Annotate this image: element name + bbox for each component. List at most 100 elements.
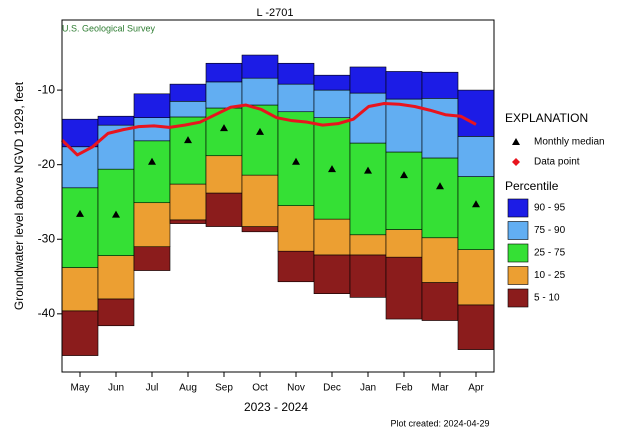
percentile-band (349, 142, 387, 236)
percentile-band (313, 89, 351, 118)
percentile-band (61, 310, 99, 356)
median-marker (148, 157, 156, 165)
median-marker (328, 165, 336, 173)
chart-title: L -2701 (257, 7, 294, 19)
median-marker (76, 209, 84, 217)
percentile-band (169, 219, 207, 224)
x-tick-label: Sep (215, 383, 233, 394)
percentile-band (133, 93, 171, 118)
legend-swatch (507, 288, 529, 308)
percentile-band (385, 71, 423, 100)
x-tick-label: Oct (252, 383, 268, 394)
legend-label: 10 - 25 (534, 270, 566, 281)
x-tick-label: Jul (146, 383, 159, 394)
percentile-band (313, 74, 351, 91)
x-tick-label: Feb (395, 383, 413, 394)
percentile-band (421, 282, 459, 321)
percentile-band (241, 54, 279, 79)
percentile-band (385, 151, 423, 230)
percentile-band (349, 66, 387, 94)
median-marker (436, 182, 444, 190)
data-line (60, 102, 477, 157)
percentile-band (205, 155, 243, 194)
percentile-band (169, 83, 207, 102)
plot-frame (61, 19, 495, 373)
legend-swatch (507, 266, 529, 285)
percentile-band (241, 77, 279, 106)
percentile-band (313, 254, 351, 294)
percentile-band (421, 71, 459, 99)
percentile-band (457, 249, 495, 306)
median-marker (256, 127, 264, 135)
percentile-band (277, 250, 315, 283)
percentile-band (277, 205, 315, 252)
x-tick-label: Jun (108, 383, 124, 394)
legend-title: EXPLANATION (505, 111, 588, 125)
percentile-band (205, 62, 243, 83)
legend-median-marker (512, 138, 520, 145)
x-tick-label: Apr (468, 383, 484, 394)
median-marker (364, 166, 372, 174)
source: U.S. Geological Survey (62, 23, 156, 33)
x-tick-label: Nov (287, 383, 305, 394)
percentile-band (349, 254, 387, 298)
x-tick-label: May (71, 383, 90, 394)
x-tick-label: Aug (179, 383, 197, 394)
legend-point-marker (512, 158, 520, 166)
percentile-band (457, 136, 495, 177)
y-tick-label: -30 (38, 231, 56, 245)
percentile-band (277, 62, 315, 85)
median-marker (472, 200, 480, 208)
footnote: Plot created: 2024-04-29 (390, 418, 489, 428)
median-marker (220, 124, 228, 132)
y-tick-label: -10 (38, 82, 56, 96)
percentile-band (241, 226, 279, 233)
percentile-band (205, 81, 243, 109)
percentile-band (97, 255, 135, 300)
legend-swatch (507, 243, 529, 263)
percentile-band (385, 229, 423, 258)
percentile-band (349, 234, 387, 256)
percentile-band (277, 83, 315, 113)
percentile-band (313, 218, 351, 256)
percentile-band (133, 117, 171, 142)
x-tick-label: Mar (431, 383, 449, 394)
x-tick-label: Jan (360, 383, 376, 394)
percentile-band (421, 157, 459, 239)
percentile-band (457, 176, 495, 250)
percentile-title: Percentile (505, 179, 559, 193)
percentile-band (61, 118, 99, 148)
percentile-band (385, 256, 423, 320)
y-axis-label: Groundwater level above NGVD 1929, feet (12, 81, 26, 310)
legend-label: 5 - 10 (534, 293, 560, 304)
median-marker (112, 210, 120, 218)
median-marker (184, 136, 192, 144)
legend-label: 90 - 95 (534, 203, 566, 214)
percentile-band (421, 98, 459, 159)
legend-label: Monthly median (534, 137, 605, 148)
percentile-band (205, 192, 243, 227)
y-tick-label: -20 (38, 157, 56, 171)
legend-swatch (507, 221, 529, 240)
percentile-band (421, 237, 459, 283)
x-axis-label: 2023 - 2024 (244, 400, 308, 414)
legend-label: 75 - 90 (534, 225, 566, 236)
x-tick-label: Dec (323, 383, 341, 394)
median-marker (292, 157, 300, 165)
percentile-band (61, 267, 99, 312)
percentile-band (241, 174, 279, 227)
legend-swatch (507, 198, 529, 218)
percentile-band (457, 89, 495, 137)
percentile-band (61, 187, 99, 268)
percentile-band (169, 100, 207, 118)
legend-label: 25 - 75 (534, 248, 566, 259)
percentile-band (133, 202, 171, 248)
percentile-band (169, 183, 207, 221)
percentile-band (133, 140, 171, 204)
percentile-band (457, 304, 495, 350)
percentile-band (97, 115, 135, 126)
y-tick-label: -40 (38, 306, 56, 320)
legend-label: Data point (534, 157, 580, 168)
percentile-band (133, 246, 171, 271)
